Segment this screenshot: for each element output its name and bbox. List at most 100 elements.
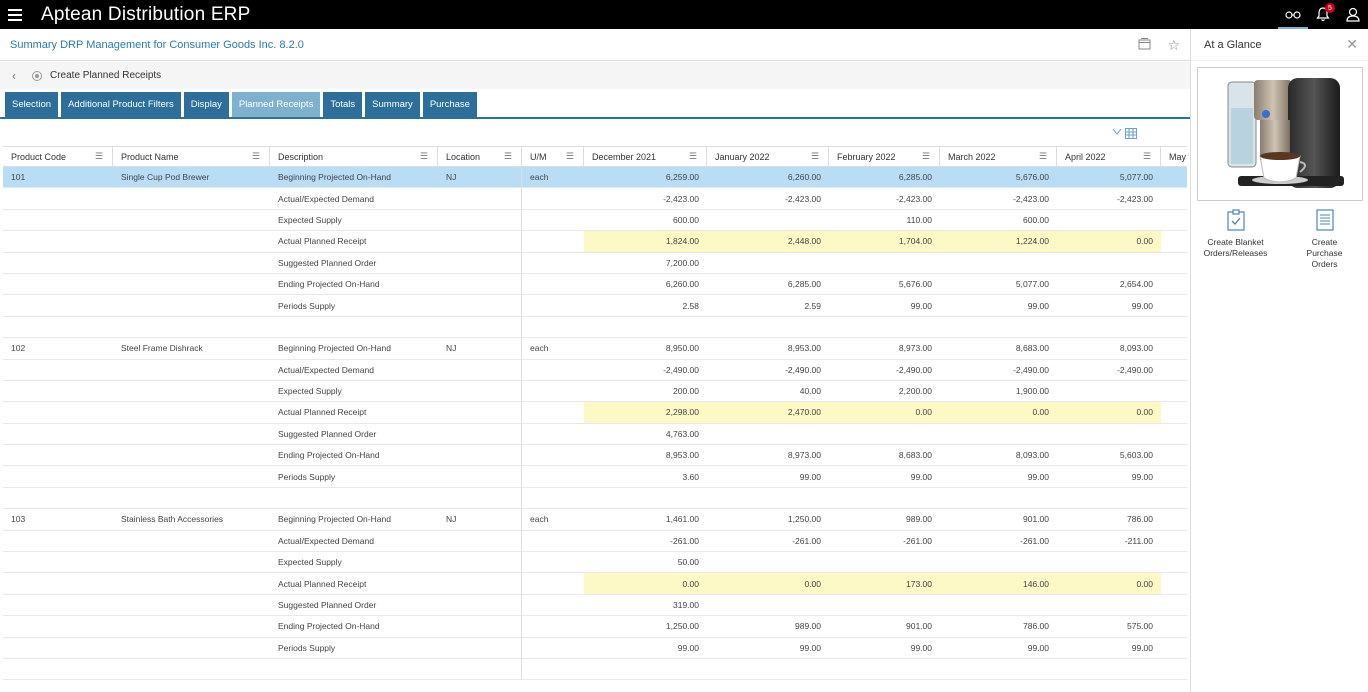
table-row[interactable]: Periods Supply 3.60 99.00 99.00 99.00 99.00 <box>3 466 1187 488</box>
cell-march-2022[interactable]: 1,224.00 <box>940 231 1057 252</box>
col-header-december-2021[interactable]: December 2021 ☰ <box>584 147 707 166</box>
cell-product-code <box>3 466 113 486</box>
col-header-april-2022[interactable]: April 2022 ☰ <box>1057 147 1161 166</box>
window-icon[interactable] <box>1138 37 1151 54</box>
cell-january-2022 <box>707 317 829 337</box>
col-header-product-name[interactable]: Product Name ☰ <box>113 147 270 166</box>
table-row[interactable]: Actual/Expected Demand -2,423.00 -2,423.00… <box>3 188 1187 210</box>
tab-display[interactable]: Display <box>183 92 229 117</box>
close-icon[interactable]: ✕ <box>1346 36 1358 52</box>
cell-april-2022[interactable]: 0.00 <box>1057 573 1161 594</box>
cell-january-2022 <box>707 210 829 230</box>
cell-january-2022 <box>707 253 829 273</box>
cell-april-2022: -2,423.00 <box>1117 193 1153 204</box>
glasses-icon[interactable] <box>1278 0 1308 29</box>
create-purchase-orders-button[interactable]: Create Purchase Orders <box>1280 209 1368 270</box>
create-blanket-orders-label: Create Blanket Orders/Releases <box>1203 237 1268 258</box>
table-row[interactable]: Actual Planned Receipt 1,824.00 2,448.00 1,… <box>3 231 1187 253</box>
table-row[interactable]: Actual Planned Receipt 2,298.00 2,470.00 0.… <box>3 402 1187 424</box>
tab-selection[interactable]: Selection <box>5 92 59 117</box>
table-row[interactable] <box>3 658 1187 681</box>
cell-may <box>1161 488 1187 508</box>
create-blanket-orders-button[interactable]: Create Blanket Orders/Releases <box>1191 209 1280 270</box>
table-row[interactable]: Periods Supply 99.00 99.00 99.00 99.00 99.00 <box>3 637 1187 659</box>
tab-planned-receipts[interactable]: Planned Receipts <box>231 92 321 117</box>
col-header-location[interactable]: Location ☰ <box>438 147 522 166</box>
col-header-um[interactable]: U/M ☰ <box>522 147 584 166</box>
user-icon[interactable] <box>1338 0 1368 29</box>
column-menu-icon[interactable]: ☰ <box>1038 151 1047 161</box>
table-row[interactable]: 103 Stainless Bath Accessories Beginning P… <box>3 509 1187 531</box>
table-row[interactable]: Ending Projected On-Hand 6,260.00 6,285.00… <box>3 273 1187 296</box>
cell-location <box>438 466 522 487</box>
cell-march-2022[interactable]: 146.00 <box>940 573 1057 594</box>
col-header-february-2022[interactable]: February 2022 ☰ <box>829 147 940 166</box>
table-row[interactable]: Suggested Planned Order 4,763.00 <box>3 423 1187 446</box>
table-row[interactable]: Ending Projected On-Hand 1,250.00 989.00 90… <box>3 616 1187 638</box>
cell-january-2022[interactable]: 2,470.00 <box>707 402 829 423</box>
cell-location <box>438 231 522 252</box>
table-row[interactable]: 101 Single Cup Pod Brewer Beginning Projec… <box>3 167 1187 189</box>
col-header-product-code[interactable]: Product Code ☰ <box>3 147 113 166</box>
cell-january-2022 <box>707 552 829 572</box>
table-row[interactable]: Suggested Planned Order 319.00 <box>3 594 1187 617</box>
col-header-description[interactable]: Description ☰ <box>270 147 438 166</box>
column-menu-icon[interactable]: ☰ <box>1142 151 1151 161</box>
cell-location <box>438 637 522 658</box>
cell-location <box>438 316 522 338</box>
cell-description: Periods Supply <box>278 642 336 653</box>
table-row[interactable]: Actual/Expected Demand -2,490.00 -2,490.00… <box>3 359 1187 381</box>
column-menu-icon[interactable]: ☰ <box>94 151 103 161</box>
cell-january-2022[interactable]: 2,448.00 <box>707 231 829 252</box>
cell-march-2022[interactable]: 0.00 <box>940 402 1057 423</box>
column-menu-icon[interactable]: ☰ <box>503 151 512 161</box>
table-row[interactable]: Expected Supply 600.00 110.00 600.00 <box>3 209 1187 232</box>
tab-totals[interactable]: Totals <box>323 92 363 117</box>
back-chevron-icon[interactable]: ‹ <box>12 68 16 83</box>
app-title: Aptean Distribution ERP <box>41 3 251 25</box>
cell-march-2022 <box>940 317 1057 337</box>
tab-summary[interactable]: Summary <box>365 92 420 117</box>
cell-december-2021[interactable]: 1,824.00 <box>584 231 707 252</box>
bell-icon[interactable]: 5 <box>1308 0 1338 29</box>
cell-december-2021[interactable]: 0.00 <box>584 573 707 594</box>
table-row[interactable]: Expected Supply 50.00 <box>3 552 1187 574</box>
col-header-january-2022[interactable]: January 2022 ☰ <box>707 147 829 166</box>
cell-january-2022: -261.00 <box>792 535 821 546</box>
cell-february-2022[interactable]: 173.00 <box>829 573 940 594</box>
cell-january-2022[interactable]: 0.00 <box>707 573 829 594</box>
cell-december-2021[interactable]: 2,298.00 <box>584 402 707 423</box>
table-row[interactable] <box>3 487 1187 510</box>
table-row[interactable]: Suggested Planned Order 7,200.00 <box>3 252 1187 274</box>
tab-additional-product-filters[interactable]: Additional Product Filters <box>61 92 181 117</box>
tab-purchase[interactable]: Purchase <box>422 92 477 117</box>
col-header-march-2022[interactable]: March 2022 ☰ <box>940 147 1057 166</box>
table-row[interactable]: Ending Projected On-Hand 8,953.00 8,973.00… <box>3 445 1187 467</box>
cell-may <box>1161 317 1187 337</box>
table-row[interactable]: Expected Supply 200.00 40.00 2,200.00 1,900.… <box>3 380 1187 403</box>
cell-product-name <box>113 381 270 401</box>
table-row[interactable]: Actual/Expected Demand -261.00 -261.00 -261… <box>3 530 1187 553</box>
column-menu-icon[interactable]: ☰ <box>810 151 819 161</box>
favorite-star-icon[interactable]: ☆ <box>1167 37 1180 53</box>
column-menu-icon[interactable]: ☰ <box>921 151 930 161</box>
cell-april-2022[interactable]: 0.00 <box>1057 231 1161 252</box>
cell-location <box>438 380 522 402</box>
column-menu-icon[interactable]: ☰ <box>419 151 428 161</box>
column-menu-icon[interactable]: ☰ <box>251 151 260 161</box>
column-menu-icon[interactable]: ☰ <box>565 151 574 161</box>
table-row[interactable] <box>3 316 1187 339</box>
table-row[interactable]: Actual Planned Receipt 0.00 0.00 173.00 146.… <box>3 573 1187 595</box>
table-row[interactable]: Periods Supply 2.58 2.59 99.00 99.00 99.00 <box>3 295 1187 317</box>
menu-icon[interactable] <box>8 8 22 21</box>
col-header-may[interactable]: May <box>1169 151 1187 162</box>
cell-february-2022[interactable]: 0.00 <box>829 402 940 423</box>
cell-december-2021: 319.00 <box>673 600 699 610</box>
cell-product-code <box>3 295 113 315</box>
table-row[interactable]: 102 Steel Frame Dishrack Beginning Project… <box>3 338 1187 360</box>
cell-december-2021 <box>584 659 707 679</box>
column-menu-icon[interactable]: ☰ <box>688 151 697 161</box>
column-filter-icon[interactable] <box>1112 128 1137 139</box>
cell-february-2022[interactable]: 1,704.00 <box>829 231 940 252</box>
cell-april-2022[interactable]: 0.00 <box>1057 402 1161 423</box>
